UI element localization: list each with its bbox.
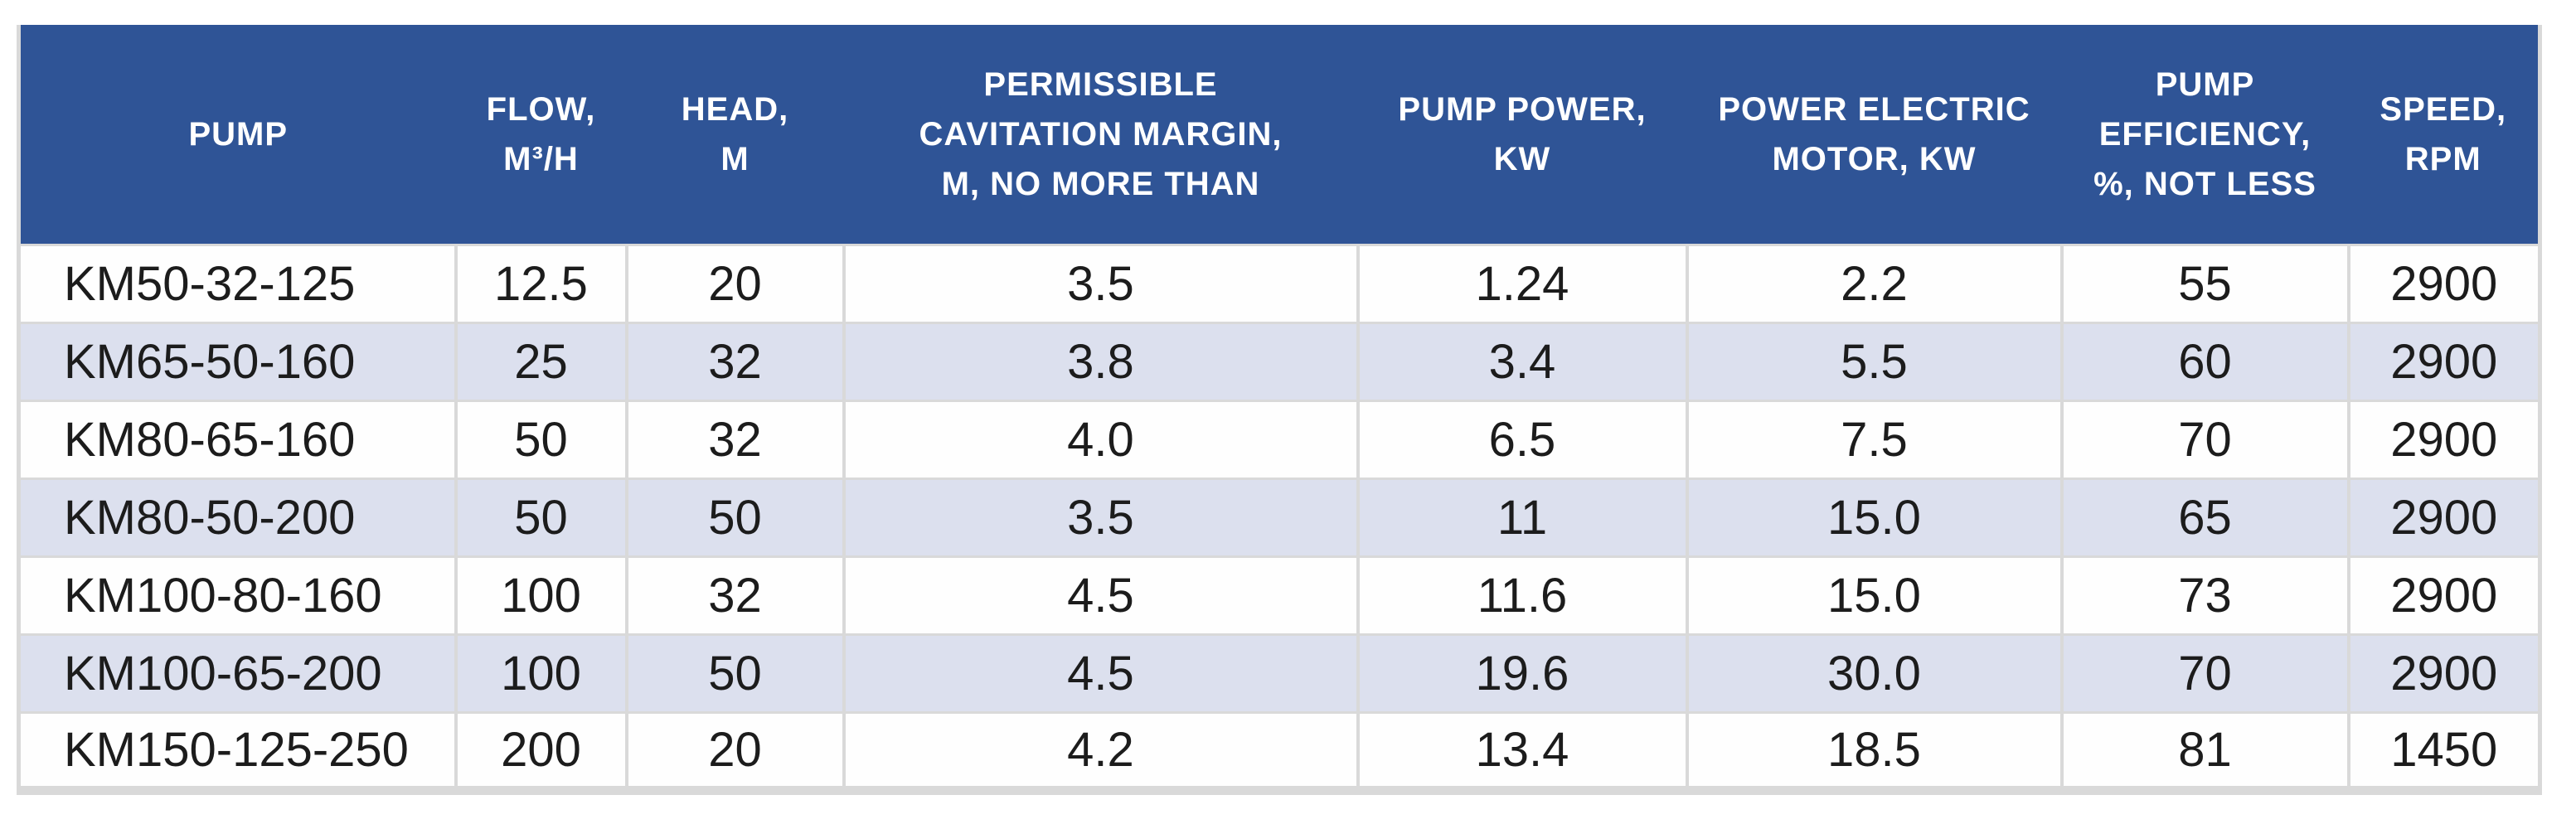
- table-row: KM50-32-125 12.5 20 3.5 1.24 2.2 55 2900: [17, 243, 2542, 324]
- cell-head: 32: [624, 555, 846, 636]
- column-header-cavitation-margin: PERMISSIBLE CAVITATION MARGIN, M, NO MOR…: [843, 25, 1358, 245]
- cell-pump: KM150-125-250: [17, 710, 458, 792]
- table-row: KM65-50-160 25 32 3.8 3.4 5.5 60 2900: [17, 321, 2542, 402]
- pump-spec-table-container: PUMP FLOW, M³/H HEAD, M PERMISSIBLE CAVITAT…: [17, 25, 2542, 795]
- cell-speed: 2900: [2346, 477, 2542, 558]
- cell-cavitation-margin: 3.5: [842, 243, 1360, 324]
- cell-efficiency: 73: [2059, 555, 2350, 636]
- cell-flow: 100: [454, 555, 628, 636]
- cell-pump: KM65-50-160: [17, 321, 458, 402]
- cell-pump: KM100-80-160: [17, 555, 458, 636]
- cell-flow: 25: [454, 321, 628, 402]
- cell-head: 20: [624, 710, 846, 792]
- table-header: PUMP FLOW, M³/H HEAD, M PERMISSIBLE CAVITAT…: [18, 25, 2540, 245]
- cell-pump-power: 1.24: [1356, 243, 1689, 324]
- cell-efficiency: 81: [2059, 710, 2350, 792]
- column-header-efficiency: PUMP EFFICIENCY, %, NOT LESS: [2061, 25, 2349, 245]
- column-header-flow: FLOW, M³/H: [455, 25, 627, 245]
- cell-speed: 2900: [2346, 555, 2542, 636]
- table-row: KM150-125-250 200 20 4.2 13.4 18.5 81 1450: [17, 710, 2542, 792]
- column-header-speed: SPEED, RPM: [2348, 25, 2540, 245]
- column-header-pump: PUMP: [18, 25, 456, 245]
- cell-efficiency: 55: [2059, 243, 2350, 324]
- cell-motor-power: 15.0: [1685, 477, 2064, 558]
- cell-efficiency: 70: [2059, 633, 2350, 714]
- cell-flow: 12.5: [454, 243, 628, 324]
- cell-efficiency: 70: [2059, 399, 2350, 480]
- cell-cavitation-margin: 3.5: [842, 477, 1360, 558]
- cell-speed: 2900: [2346, 633, 2542, 714]
- cell-pump-power: 3.4: [1356, 321, 1689, 402]
- cell-head: 50: [624, 633, 846, 714]
- cell-head: 32: [624, 321, 846, 402]
- cell-speed: 1450: [2346, 710, 2542, 792]
- cell-pump-power: 19.6: [1356, 633, 1689, 714]
- cell-flow: 50: [454, 477, 628, 558]
- cell-flow: 100: [454, 633, 628, 714]
- table-row: KM80-65-160 50 32 4.0 6.5 7.5 70 2900: [17, 399, 2542, 480]
- cell-efficiency: 65: [2059, 477, 2350, 558]
- column-header-motor-power: POWER ELECTRIC MOTOR, KW: [1686, 25, 2062, 245]
- cell-flow: 200: [454, 710, 628, 792]
- cell-speed: 2900: [2346, 243, 2542, 324]
- cell-efficiency: 60: [2059, 321, 2350, 402]
- column-header-head: HEAD, M: [626, 25, 844, 245]
- cell-motor-power: 5.5: [1685, 321, 2064, 402]
- cell-motor-power: 18.5: [1685, 710, 2064, 792]
- cell-motor-power: 15.0: [1685, 555, 2064, 636]
- cell-pump: KM80-50-200: [17, 477, 458, 558]
- cell-pump-power: 13.4: [1356, 710, 1689, 792]
- cell-cavitation-margin: 4.2: [842, 710, 1360, 792]
- cell-pump: KM50-32-125: [17, 243, 458, 324]
- cell-motor-power: 7.5: [1685, 399, 2064, 480]
- cell-head: 50: [624, 477, 846, 558]
- cell-motor-power: 30.0: [1685, 633, 2064, 714]
- cell-pump-power: 11.6: [1356, 555, 1689, 636]
- cell-cavitation-margin: 4.5: [842, 633, 1360, 714]
- cell-cavitation-margin: 4.5: [842, 555, 1360, 636]
- cell-pump-power: 6.5: [1356, 399, 1689, 480]
- cell-flow: 50: [454, 399, 628, 480]
- cell-speed: 2900: [2346, 399, 2542, 480]
- cell-pump: KM100-65-200: [17, 633, 458, 714]
- table-body: KM50-32-125 12.5 20 3.5 1.24 2.2 55 2900 KM65-50…: [17, 243, 2542, 792]
- cell-speed: 2900: [2346, 321, 2542, 402]
- cell-head: 20: [624, 243, 846, 324]
- column-header-pump-power: PUMP POWER, KW: [1357, 25, 1687, 245]
- table-row: KM100-80-160 100 32 4.5 11.6 15.0 73 2900: [17, 555, 2542, 636]
- cell-pump: KM80-65-160: [17, 399, 458, 480]
- cell-pump-power: 11: [1356, 477, 1689, 558]
- cell-head: 32: [624, 399, 846, 480]
- header-row: PUMP FLOW, M³/H HEAD, M PERMISSIBLE CAVITAT…: [18, 25, 2540, 245]
- cell-cavitation-margin: 3.8: [842, 321, 1360, 402]
- table-row: KM100-65-200 100 50 4.5 19.6 30.0 70 2900: [17, 633, 2542, 714]
- table-row: KM80-50-200 50 50 3.5 11 15.0 65 2900: [17, 477, 2542, 558]
- cell-cavitation-margin: 4.0: [842, 399, 1360, 480]
- cell-motor-power: 2.2: [1685, 243, 2064, 324]
- pump-spec-table: PUMP FLOW, M³/H HEAD, M PERMISSIBLE CAVITAT…: [17, 25, 2542, 795]
